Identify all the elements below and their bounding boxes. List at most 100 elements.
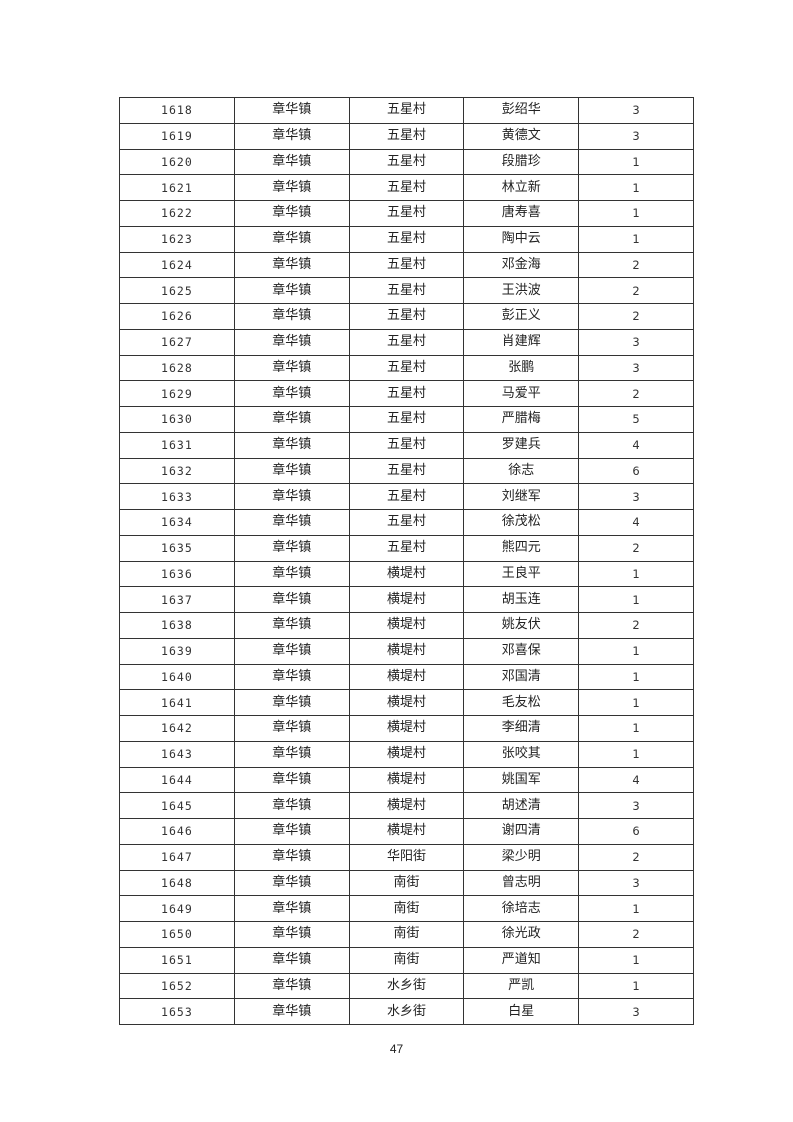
town-cell: 章华镇 (233, 689, 350, 716)
village-cell: 横堤村 (348, 818, 465, 845)
table-row: 1637 章华镇 横堤村 胡玉连 1 (119, 586, 694, 613)
town-cell: 章华镇 (233, 766, 350, 794)
village-cell: 五星村 (348, 483, 465, 510)
town-cell: 章华镇 (233, 946, 350, 974)
count-cell: 1 (578, 148, 694, 176)
table-row: 1652 章华镇 水乡街 严凯 1 (119, 972, 694, 1000)
village-cell: 五星村 (348, 277, 465, 304)
count-cell: 4 (578, 431, 694, 459)
name-cell: 李细清 (463, 715, 580, 742)
village-cell: 南街 (348, 869, 465, 897)
name-cell: 张咬其 (463, 740, 580, 768)
table-row: 1629 章华镇 五星村 马爱平 2 (119, 380, 694, 407)
name-cell: 徐光政 (463, 921, 580, 948)
name-cell: 王洪波 (463, 277, 580, 304)
town-cell: 章华镇 (233, 663, 350, 691)
village-cell: 横堤村 (348, 663, 465, 691)
village-cell: 五星村 (348, 148, 465, 176)
table-row: 1645 章华镇 横堤村 胡述清 3 (119, 792, 694, 819)
town-cell: 章华镇 (233, 869, 350, 897)
town-cell: 章华镇 (233, 998, 350, 1025)
name-cell: 谢四清 (463, 818, 580, 845)
count-cell: 2 (578, 251, 694, 279)
town-cell: 章华镇 (233, 818, 350, 845)
table-row: 1635 章华镇 五星村 熊四元 2 (119, 534, 694, 562)
name-cell: 白星 (463, 998, 580, 1025)
village-cell: 五星村 (348, 225, 465, 253)
town-cell: 章华镇 (233, 380, 350, 407)
serial-number-cell: 1623 (119, 225, 235, 253)
name-cell: 胡玉连 (463, 586, 580, 613)
village-cell: 五星村 (348, 354, 465, 382)
town-cell: 章华镇 (233, 328, 350, 356)
name-cell: 邓国清 (463, 663, 580, 691)
serial-number-cell: 1629 (119, 380, 235, 407)
count-cell: 3 (578, 869, 694, 897)
table-row: 1646 章华镇 横堤村 谢四清 6 (119, 818, 694, 845)
table-row: 1642 章华镇 横堤村 李细清 1 (119, 715, 694, 742)
table-row: 1638 章华镇 横堤村 姚友伏 2 (119, 612, 694, 639)
count-cell: 1 (578, 895, 694, 922)
serial-number-cell: 1648 (119, 869, 235, 897)
count-cell: 1 (578, 225, 694, 253)
name-cell: 段腊珍 (463, 148, 580, 176)
serial-number-cell: 1638 (119, 612, 235, 639)
name-cell: 肖建辉 (463, 328, 580, 356)
name-cell: 唐寿喜 (463, 200, 580, 227)
village-cell: 水乡街 (348, 972, 465, 1000)
town-cell: 章华镇 (233, 122, 350, 150)
serial-number-cell: 1621 (119, 174, 235, 201)
town-cell: 章华镇 (233, 895, 350, 922)
village-cell: 五星村 (348, 251, 465, 279)
village-cell: 南街 (348, 921, 465, 948)
village-cell: 五星村 (348, 457, 465, 485)
count-cell: 4 (578, 509, 694, 536)
village-cell: 五星村 (348, 122, 465, 150)
name-cell: 姚友伏 (463, 612, 580, 639)
count-cell: 2 (578, 921, 694, 948)
name-cell: 罗建兵 (463, 431, 580, 459)
serial-number-cell: 1640 (119, 663, 235, 691)
table-row: 1641 章华镇 横堤村 毛友松 1 (119, 689, 694, 716)
count-cell: 1 (578, 740, 694, 768)
town-cell: 章华镇 (233, 457, 350, 485)
count-cell: 3 (578, 998, 694, 1025)
name-cell: 邓喜保 (463, 637, 580, 665)
table-row: 1620 章华镇 五星村 段腊珍 1 (119, 148, 694, 176)
count-cell: 3 (578, 483, 694, 510)
count-cell: 1 (578, 200, 694, 227)
town-cell: 章华镇 (233, 406, 350, 433)
table-row: 1648 章华镇 南街 曾志明 3 (119, 869, 694, 897)
village-cell: 水乡街 (348, 998, 465, 1025)
village-cell: 五星村 (348, 174, 465, 201)
serial-number-cell: 1636 (119, 560, 235, 588)
town-cell: 章华镇 (233, 586, 350, 613)
count-cell: 1 (578, 663, 694, 691)
count-cell: 1 (578, 174, 694, 201)
village-cell: 南街 (348, 895, 465, 922)
table-row: 1643 章华镇 横堤村 张咬其 1 (119, 740, 694, 768)
village-cell: 横堤村 (348, 792, 465, 819)
count-cell: 1 (578, 689, 694, 716)
village-cell: 横堤村 (348, 586, 465, 613)
table-row: 1630 章华镇 五星村 严腊梅 5 (119, 406, 694, 433)
count-cell: 6 (578, 457, 694, 485)
count-cell: 1 (578, 586, 694, 613)
serial-number-cell: 1631 (119, 431, 235, 459)
serial-number-cell: 1620 (119, 148, 235, 176)
count-cell: 6 (578, 818, 694, 845)
table-row: 1619 章华镇 五星村 黄德文 3 (119, 122, 694, 150)
village-cell: 横堤村 (348, 740, 465, 768)
count-cell: 3 (578, 122, 694, 150)
table-row: 1634 章华镇 五星村 徐茂松 4 (119, 509, 694, 536)
serial-number-cell: 1619 (119, 122, 235, 150)
serial-number-cell: 1634 (119, 509, 235, 536)
name-cell: 陶中云 (463, 225, 580, 253)
village-cell: 横堤村 (348, 715, 465, 742)
table-row: 1636 章华镇 横堤村 王良平 1 (119, 560, 694, 588)
count-cell: 2 (578, 534, 694, 562)
count-cell: 1 (578, 715, 694, 742)
table-row: 1647 章华镇 华阳街 梁少明 2 (119, 843, 694, 871)
serial-number-cell: 1639 (119, 637, 235, 665)
serial-number-cell: 1646 (119, 818, 235, 845)
